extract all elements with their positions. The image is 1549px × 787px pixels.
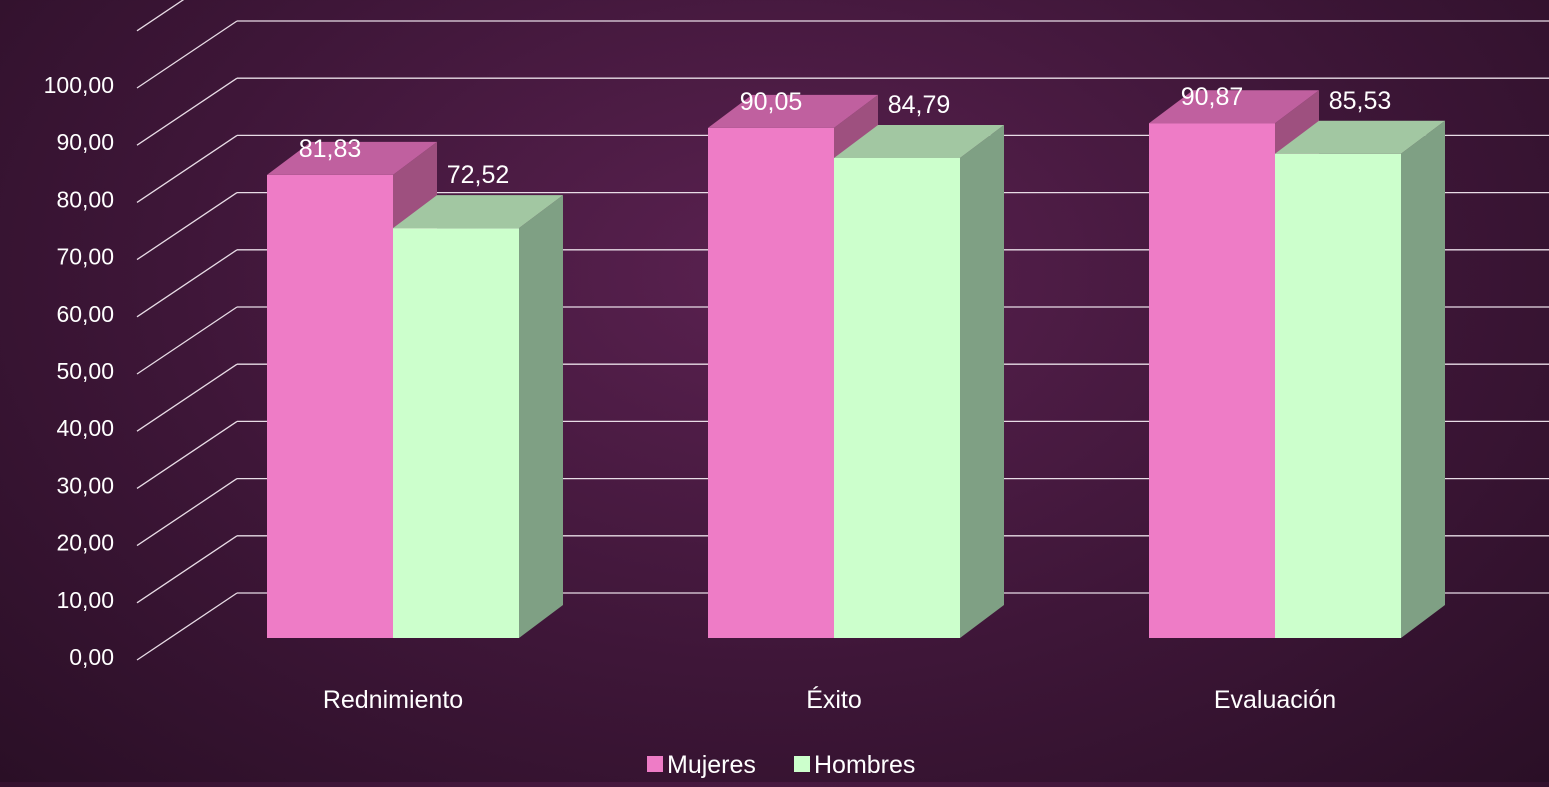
gridline-diagonal (136, 592, 238, 661)
bar-side-hombres (1401, 120, 1445, 638)
bars (267, 90, 1445, 638)
gridline-diagonal (136, 306, 238, 375)
bar-hombres-3 (1275, 153, 1401, 638)
data-label: 90,05 (740, 88, 803, 116)
y-tick-label: 20,00 (56, 530, 114, 556)
legend: Mujeres Hombres (647, 751, 915, 779)
y-tick-label: 50,00 (56, 358, 114, 384)
legend-label-hombres: Hombres (814, 751, 915, 779)
legend-label-mujeres: Mujeres (667, 751, 756, 779)
gridline-diagonal (136, 77, 238, 146)
bar-hombres-2 (834, 158, 960, 638)
y-tick-label: 40,00 (56, 415, 114, 441)
gridline-diagonal (136, 20, 238, 89)
gridline-diagonal (136, 249, 238, 318)
x-axis-category-labels: Rednimiento Éxito Evaluación (323, 685, 1336, 714)
y-tick-label: 60,00 (56, 301, 114, 327)
data-label: 72,52 (447, 161, 510, 189)
y-axis-tick-labels: 0,00 10,00 20,00 30,00 40,00 50,00 60,00 70,00 8… (44, 72, 114, 670)
x-category-label: Éxito (806, 685, 862, 714)
bar-top-hombres (1275, 120, 1445, 154)
x-category-label: Rednimiento (323, 686, 463, 714)
y-tick-label: 90,00 (56, 129, 114, 155)
y-tick-label: 70,00 (56, 244, 114, 270)
data-label: 84,79 (888, 91, 951, 119)
y-tick-label: 100,00 (44, 72, 114, 98)
legend-swatch-mujeres (647, 756, 663, 772)
y-tick-label: 0,00 (69, 644, 114, 670)
bar-mujeres-3 (1149, 123, 1275, 638)
data-label: 85,53 (1329, 87, 1392, 115)
gridline-diagonal (136, 134, 238, 203)
gridline-diagonal (136, 535, 238, 604)
y-tick-label: 80,00 (56, 186, 114, 212)
bar-mujeres-2 (708, 127, 834, 638)
legend-swatch-hombres (794, 756, 810, 772)
bar-mujeres-1 (267, 174, 393, 638)
bar-top-hombres (393, 195, 563, 229)
bar-side-hombres (960, 125, 1004, 638)
bar-top-mujeres (1149, 90, 1319, 124)
bar-top-mujeres (267, 141, 437, 175)
gridline-diagonal (136, 420, 238, 489)
gridline-diagonal (136, 478, 238, 547)
y-tick-label: 10,00 (56, 587, 114, 613)
bar-top-hombres (834, 125, 1004, 159)
data-labels: 81,83 72,52 90,05 84,79 90,87 85,53 (299, 83, 1392, 189)
bar-side-hombres (519, 195, 563, 638)
x-category-label: Evaluación (1214, 686, 1336, 714)
bar-top-mujeres (708, 94, 878, 128)
data-label: 81,83 (299, 135, 362, 163)
y-tick-label: 30,00 (56, 472, 114, 498)
gridline-diagonal (136, 363, 238, 432)
bar-hombres-1 (393, 228, 519, 638)
gridline-diagonal (136, 0, 185, 32)
data-label: 90,87 (1181, 83, 1244, 111)
gridline-diagonal (136, 192, 238, 261)
